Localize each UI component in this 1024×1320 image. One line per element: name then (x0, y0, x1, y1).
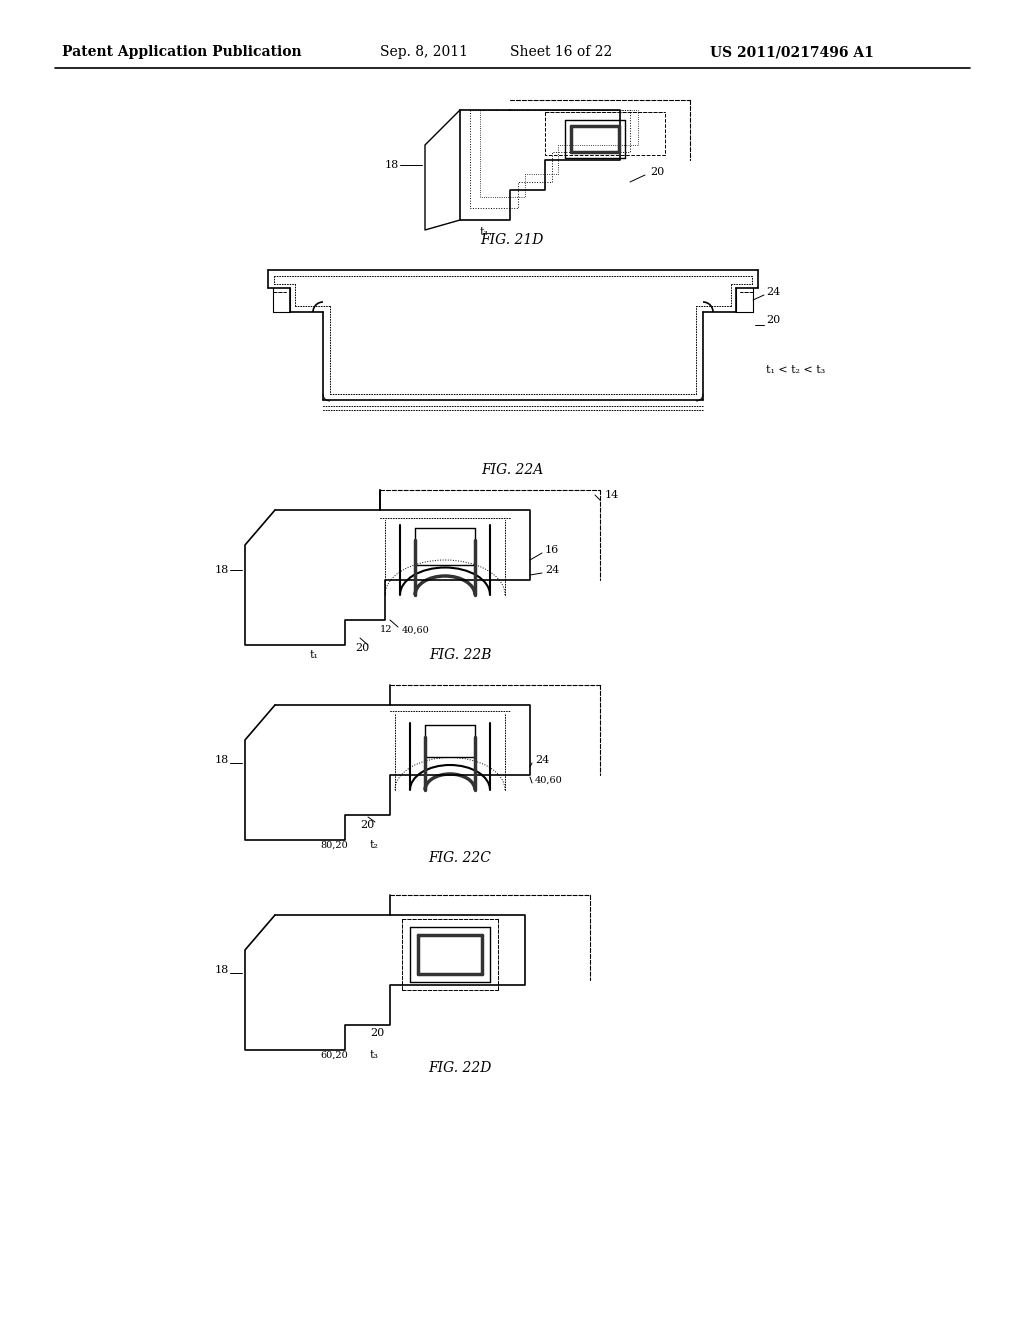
Text: 14: 14 (605, 490, 620, 500)
Text: FIG. 21D: FIG. 21D (480, 234, 544, 247)
Text: 20: 20 (360, 820, 374, 830)
Text: 16: 16 (545, 545, 559, 554)
Text: 12: 12 (380, 626, 392, 635)
Text: 20: 20 (355, 643, 370, 653)
Text: 20: 20 (766, 315, 780, 325)
Text: 80,20: 80,20 (319, 841, 348, 850)
Text: 18: 18 (215, 965, 229, 975)
Text: 20: 20 (370, 1028, 384, 1038)
Text: t₂: t₂ (370, 840, 379, 850)
Text: 24: 24 (766, 286, 780, 297)
Text: 18: 18 (215, 565, 229, 576)
Text: FIG. 22B: FIG. 22B (429, 648, 492, 663)
Text: t₁ < t₂ < t₃: t₁ < t₂ < t₃ (766, 366, 825, 375)
Text: FIG. 22D: FIG. 22D (428, 1061, 492, 1074)
Text: 40,60: 40,60 (535, 776, 563, 784)
Text: Sheet 16 of 22: Sheet 16 of 22 (510, 45, 612, 59)
Text: 24: 24 (545, 565, 559, 576)
Text: 18: 18 (385, 160, 399, 170)
Text: 60,20: 60,20 (319, 1051, 348, 1060)
Text: 20: 20 (650, 168, 665, 177)
Text: 18: 18 (215, 755, 229, 766)
Text: t₃: t₃ (480, 227, 489, 238)
Text: FIG. 22A: FIG. 22A (481, 463, 543, 477)
Text: US 2011/0217496 A1: US 2011/0217496 A1 (710, 45, 873, 59)
Text: Sep. 8, 2011: Sep. 8, 2011 (380, 45, 468, 59)
Text: 40,60: 40,60 (402, 626, 430, 635)
Text: 24: 24 (535, 755, 549, 766)
Text: Patent Application Publication: Patent Application Publication (62, 45, 302, 59)
Text: t₃: t₃ (370, 1049, 379, 1060)
Text: FIG. 22C: FIG. 22C (429, 851, 492, 865)
Text: t₁: t₁ (310, 649, 318, 660)
